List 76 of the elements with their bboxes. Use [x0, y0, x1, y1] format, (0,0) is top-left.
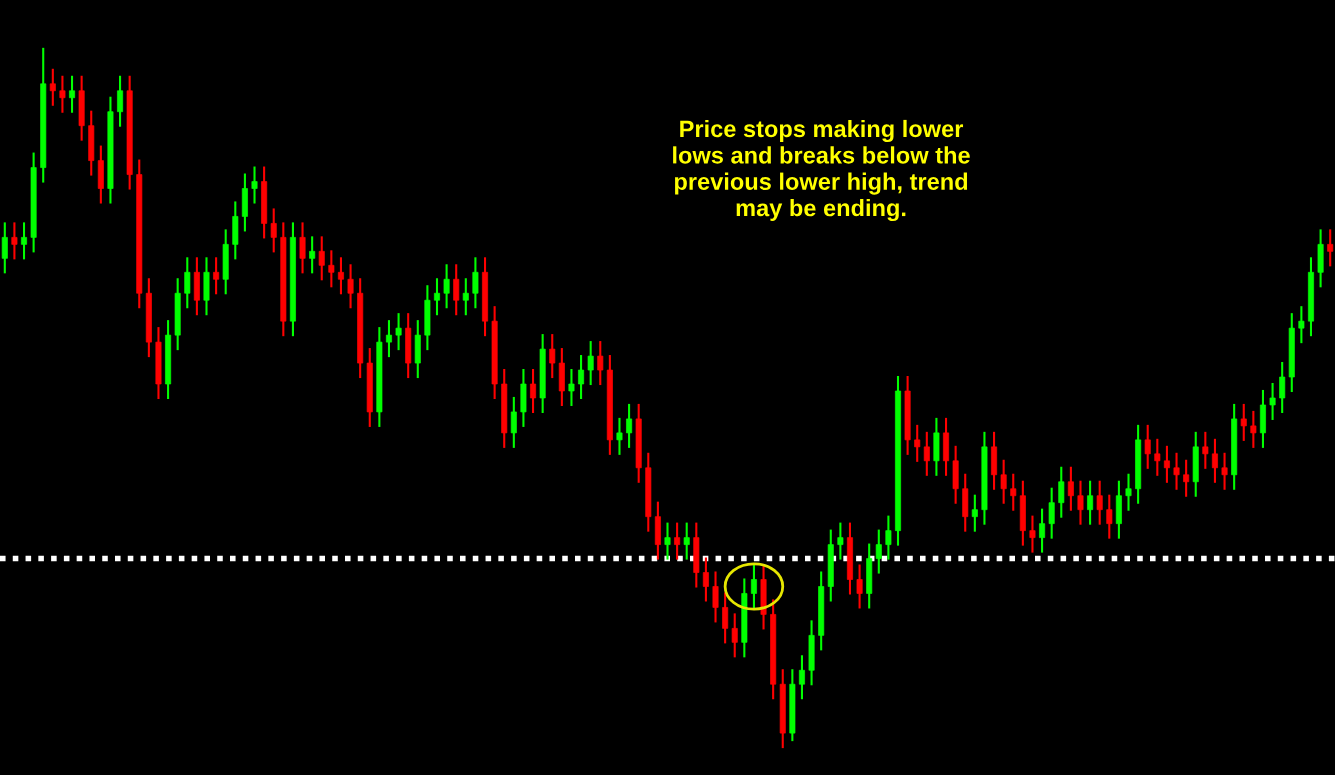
candlestick — [923, 431, 930, 476]
candlestick — [328, 250, 335, 288]
candlestick — [453, 264, 460, 316]
candlestick — [1, 222, 8, 274]
candlestick — [1010, 473, 1017, 511]
candlestick — [270, 208, 277, 253]
candlestick — [1058, 466, 1065, 518]
candlestick — [722, 592, 729, 644]
candlestick — [1154, 438, 1161, 476]
candlestick — [1000, 459, 1007, 504]
candlestick — [1269, 382, 1276, 420]
candlestick — [1039, 508, 1046, 553]
candlestick — [251, 166, 258, 204]
candlestick — [530, 369, 537, 413]
candlestick — [1279, 362, 1286, 413]
candlestick — [385, 320, 392, 358]
candlestick — [1048, 487, 1055, 539]
candlestick — [443, 264, 450, 309]
candlestick — [21, 222, 27, 260]
candlestick — [1240, 403, 1247, 441]
candlestick — [1096, 480, 1103, 525]
candlestick — [117, 75, 124, 127]
candlestick — [616, 417, 623, 455]
candlestick — [347, 264, 354, 309]
candlestick — [1163, 445, 1170, 483]
candlestick — [184, 257, 191, 309]
candlestick — [674, 522, 681, 560]
candlestick — [568, 369, 575, 406]
candlestick — [664, 522, 671, 560]
candlestick — [1211, 438, 1218, 483]
candlestick — [462, 278, 469, 316]
candlestick — [597, 341, 604, 386]
candlestick — [1067, 466, 1074, 511]
candlestick — [1298, 306, 1305, 344]
candlestick — [299, 222, 306, 274]
candlestick — [971, 494, 978, 532]
candlestick — [1221, 452, 1228, 490]
candlestick — [731, 613, 738, 658]
candlestick — [578, 355, 585, 400]
candlestick — [750, 564, 757, 609]
candlestick — [69, 75, 76, 113]
candlestick — [875, 529, 882, 574]
candlestick — [626, 403, 633, 448]
candlestick — [1327, 229, 1334, 267]
candlestick — [1125, 473, 1132, 511]
candlestick — [1173, 452, 1180, 490]
candlestick — [1106, 494, 1113, 539]
candlestick — [1202, 431, 1209, 469]
candlestick — [549, 334, 556, 379]
candlestick — [1077, 480, 1084, 525]
candlestick — [49, 68, 56, 106]
candlestick — [472, 257, 479, 309]
candlestick — [1087, 480, 1094, 525]
candlestick — [59, 75, 66, 113]
candlestick — [1250, 410, 1257, 448]
candlestick — [309, 236, 316, 274]
candlestick — [856, 564, 863, 609]
candlestick — [395, 313, 402, 351]
candlestick — [1183, 459, 1190, 497]
candlestick — [683, 522, 690, 560]
candlestick — [318, 236, 325, 281]
candlestick — [213, 257, 220, 295]
candlestick — [11, 222, 18, 260]
candlestick — [510, 396, 517, 448]
candlestick — [798, 655, 805, 700]
candlestick — [337, 257, 344, 295]
candlestick — [434, 278, 440, 316]
candlestick — [885, 515, 892, 560]
candlestick — [837, 522, 844, 560]
candlestick — [1144, 424, 1151, 469]
candlestick — [914, 424, 921, 462]
candlestick — [1029, 515, 1036, 553]
annotation: Price stops making lower lows and breaks below the previous lower high, trend may be ending. — [673, 119, 970, 222]
candlestick — [587, 341, 594, 386]
candlestick — [702, 557, 709, 602]
candlestick — [712, 571, 719, 623]
